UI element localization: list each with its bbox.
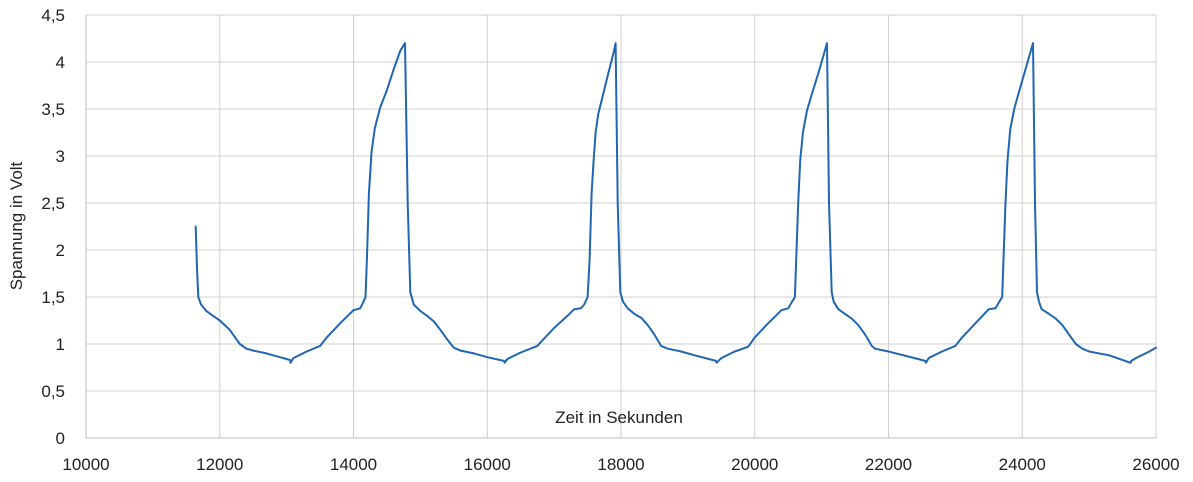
y-tick-label: 2 <box>56 241 65 260</box>
y-tick-label: 3 <box>56 147 65 166</box>
x-axis-title: Zeit in Sekunden <box>555 408 683 427</box>
y-axis-title: Spannung in Volt <box>7 161 26 290</box>
series-layer <box>194 42 1157 364</box>
axes <box>85 15 1156 439</box>
x-tick-label: 20000 <box>731 455 778 474</box>
y-tick-label: 4,5 <box>41 6 65 25</box>
series-line <box>194 42 1157 364</box>
y-tick-label: 2,5 <box>41 194 65 213</box>
gridlines <box>86 14 1157 438</box>
x-tick-label: 16000 <box>464 455 511 474</box>
x-tick-label: 18000 <box>597 455 644 474</box>
x-tick-label: 12000 <box>196 455 243 474</box>
y-tick-label: 3,5 <box>41 100 65 119</box>
y-tick-label: 1,5 <box>41 288 65 307</box>
x-tick-label: 26000 <box>1132 455 1179 474</box>
y-tick-label: 0 <box>56 429 65 448</box>
x-tick-labels: 10000 12000 14000 16000 18000 20000 22000 24000… <box>62 455 1179 474</box>
y-tick-label: 1 <box>56 335 65 354</box>
y-tick-label: 0,5 <box>41 382 65 401</box>
x-tick-label: 24000 <box>999 455 1046 474</box>
y-tick-label: 4 <box>56 53 65 72</box>
x-tick-label: 10000 <box>62 455 109 474</box>
y-tick-labels: 0 0,5 1 1,5 2 2,5 3 3,5 4 4,5 <box>41 6 65 448</box>
x-tick-label: 22000 <box>865 455 912 474</box>
x-tick-label: 14000 <box>330 455 377 474</box>
